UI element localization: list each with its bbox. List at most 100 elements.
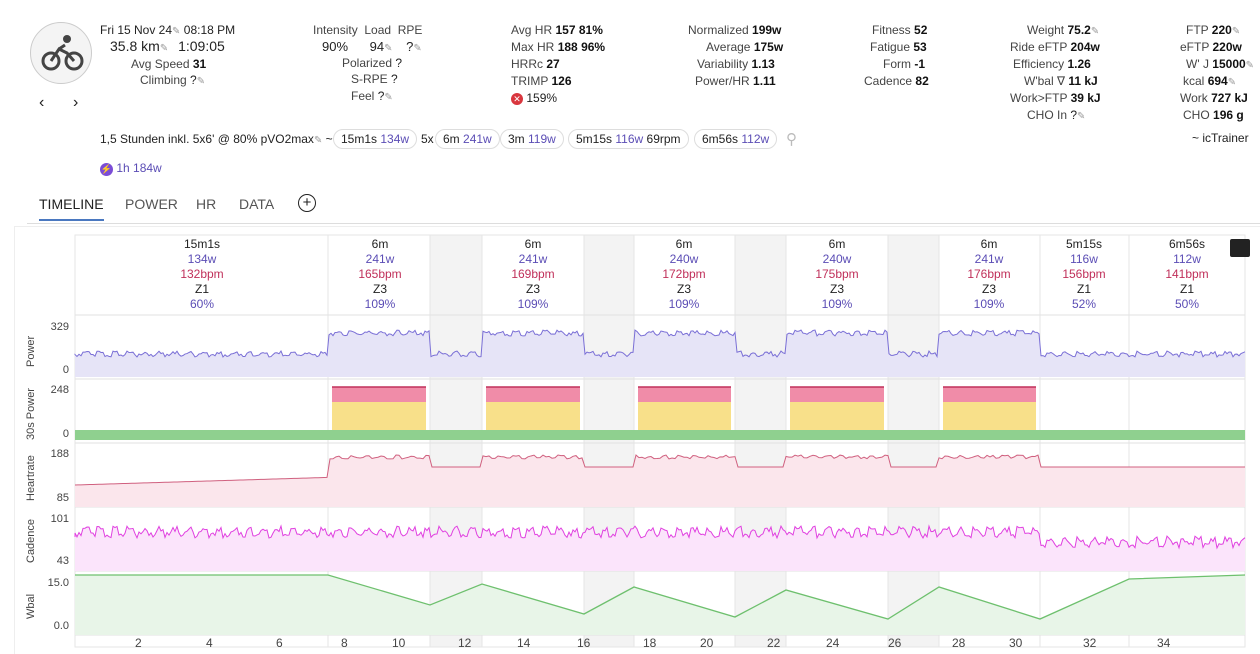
x-tick: 8: [341, 636, 348, 650]
weight: Weight 75.2✎: [1027, 23, 1100, 37]
interval-chip[interactable]: 15m1s 134w: [333, 129, 418, 149]
power-hr: Power/HR 1.11: [695, 74, 776, 88]
x-tick: 16: [577, 636, 591, 650]
next-activity-button[interactable]: ›: [73, 94, 79, 111]
timeline-svg[interactable]: [15, 227, 1260, 654]
x-tick: 22: [767, 636, 781, 650]
form: Form -1: [883, 57, 926, 71]
fitness: Fitness 52: [872, 23, 928, 37]
interval-box[interactable]: 15m1s 134w 132bpm Z1 60%: [180, 237, 224, 311]
error-icon: ✕: [511, 93, 523, 105]
lane-min-cadence: 43: [56, 555, 69, 567]
s-rpe: S-RPE ?: [351, 72, 398, 86]
workout-description[interactable]: 1,5 Stunden inkl. 5x6' @ 80% pVO2max✎ ~: [100, 132, 333, 146]
x-tick: 26: [888, 636, 902, 650]
x-tick: 28: [952, 636, 966, 650]
x-tick: 12: [458, 636, 472, 650]
lane-max-30s: 248: [50, 384, 69, 396]
interval-box[interactable]: 6m56s 112w 141bpm Z1 50%: [1165, 237, 1209, 311]
search-icon[interactable]: ⚲: [786, 131, 797, 148]
tab-data[interactable]: DATA: [239, 196, 275, 212]
hrrc: HRRc 27: [511, 57, 560, 71]
interval-chip[interactable]: 6m 241w: [435, 129, 500, 149]
avg-hr: Avg HR 157 81%: [511, 23, 603, 37]
intensity-load-rpe-values: 90% 94✎ ?✎: [322, 39, 422, 54]
avg-speed: Avg Speed 31: [131, 57, 207, 71]
interval-chip[interactable]: 5m15s 116w 69rpm: [568, 129, 689, 149]
interval-box[interactable]: 6m 241w 165bpm Z3 109%: [358, 237, 402, 311]
tab-timeline[interactable]: TIMELINE: [39, 196, 104, 221]
prev-activity-button[interactable]: ‹: [39, 94, 45, 111]
ftp: FTP 220✎: [1186, 23, 1241, 37]
tab-power[interactable]: POWER: [125, 196, 178, 212]
add-tab-icon[interactable]: +: [298, 194, 316, 212]
interval-chip[interactable]: 3m 119w: [500, 129, 564, 149]
x-tick: 6: [276, 636, 283, 650]
x-tick: 2: [135, 636, 142, 650]
x-tick: 18: [643, 636, 657, 650]
lane-min-30s: 0: [62, 428, 69, 440]
lane-max-power: 329: [50, 321, 69, 333]
cadence-stat: Cadence 82: [864, 74, 929, 88]
lane-min-wbal: 0.0: [53, 620, 69, 632]
lane-max-cadence: 101: [50, 513, 69, 525]
edit-pencil-icon[interactable]: ✎: [172, 26, 181, 37]
tab-hr[interactable]: HR: [196, 196, 217, 212]
interval-box[interactable]: 5m15s 116w 156bpm Z1 52%: [1062, 237, 1106, 311]
polarized: Polarized ?: [342, 56, 403, 70]
fatigue: Fatigue 53: [870, 40, 927, 54]
climbing: Climbing ?✎: [140, 73, 206, 87]
cho-in: CHO In ?✎: [1027, 108, 1086, 122]
warning-pct: ✕ 159%: [511, 91, 557, 105]
x-tick: 30: [1009, 636, 1023, 650]
intensity-load-rpe-labels: Intensity Load RPE: [313, 23, 423, 37]
x-tick: 34: [1157, 636, 1171, 650]
interval-box[interactable]: 6m 241w 176bpm Z3 109%: [967, 237, 1011, 311]
w-prime: W' J 15000✎: [1186, 57, 1255, 71]
max-hr: Max HR 188 96%: [511, 40, 606, 54]
x-tick: 20: [700, 636, 714, 650]
activity-date: Fri 15 Nov 24✎ 08:18 PM: [100, 23, 236, 37]
lane-label-power: Power: [25, 335, 37, 367]
x-tick: 4: [206, 636, 213, 650]
lane-min-hr: 85: [56, 492, 69, 504]
interval-chip-repeat[interactable]: 5x: [421, 132, 434, 146]
eftp: eFTP 220w: [1180, 40, 1242, 54]
normalized: Normalized 199w: [688, 23, 782, 37]
comment-icon[interactable]: [1230, 239, 1250, 257]
feel: Feel ?✎: [351, 89, 393, 103]
x-tick: 10: [392, 636, 406, 650]
lane-min-power: 0: [62, 364, 69, 376]
interval-box[interactable]: 6m 240w 172bpm Z3 109%: [662, 237, 706, 311]
edit-pencil-icon[interactable]: ✎: [159, 43, 169, 54]
edit-pencil-icon[interactable]: ✎: [413, 43, 422, 54]
lane-max-wbal: 15.0: [47, 577, 69, 589]
average: Average 175w: [706, 40, 784, 54]
distance-duration: 35.8 km✎ 1:09:05: [110, 38, 225, 54]
peak-badge[interactable]: ⚡ 1h 184w: [100, 161, 162, 176]
ride-eftp: Ride eFTP 204w: [1010, 40, 1100, 54]
trimp: TRIMP 126: [511, 74, 572, 88]
source-label: ~ icTrainer: [1192, 131, 1249, 145]
tab-bar: TIMELINE POWER HR DATA +: [27, 188, 1260, 224]
bolt-icon: ⚡: [100, 163, 113, 176]
interval-chip[interactable]: 6m56s 112w: [694, 129, 778, 149]
bike-icon: [41, 35, 84, 71]
x-tick: 24: [826, 636, 840, 650]
variability: Variability 1.13: [697, 57, 775, 71]
timeline-chart[interactable]: 15m1s 134w 132bpm Z1 60% 6m 241w 165bpm Z3 109% …: [14, 226, 1260, 654]
efficiency: Efficiency 1.26: [1013, 57, 1091, 71]
x-tick: 14: [517, 636, 531, 650]
cho: CHO 196 g: [1183, 108, 1244, 122]
edit-pencil-icon[interactable]: ✎: [384, 43, 393, 54]
x-tick: 32: [1083, 636, 1097, 650]
lane-label-wbal: Wbal: [25, 593, 37, 619]
work: Work 727 kJ: [1180, 91, 1248, 105]
activity-type-avatar: [30, 22, 92, 84]
interval-box[interactable]: 6m 241w 169bpm Z3 109%: [511, 237, 555, 311]
wbal-drop: W'bal ∇ 11 kJ: [1024, 74, 1098, 88]
lane-max-hr: 188: [50, 448, 69, 460]
work-above-ftp: Work>FTP 39 kJ: [1010, 91, 1101, 105]
kcal: kcal 694✎: [1183, 74, 1237, 88]
interval-box[interactable]: 6m 240w 175bpm Z3 109%: [815, 237, 859, 311]
